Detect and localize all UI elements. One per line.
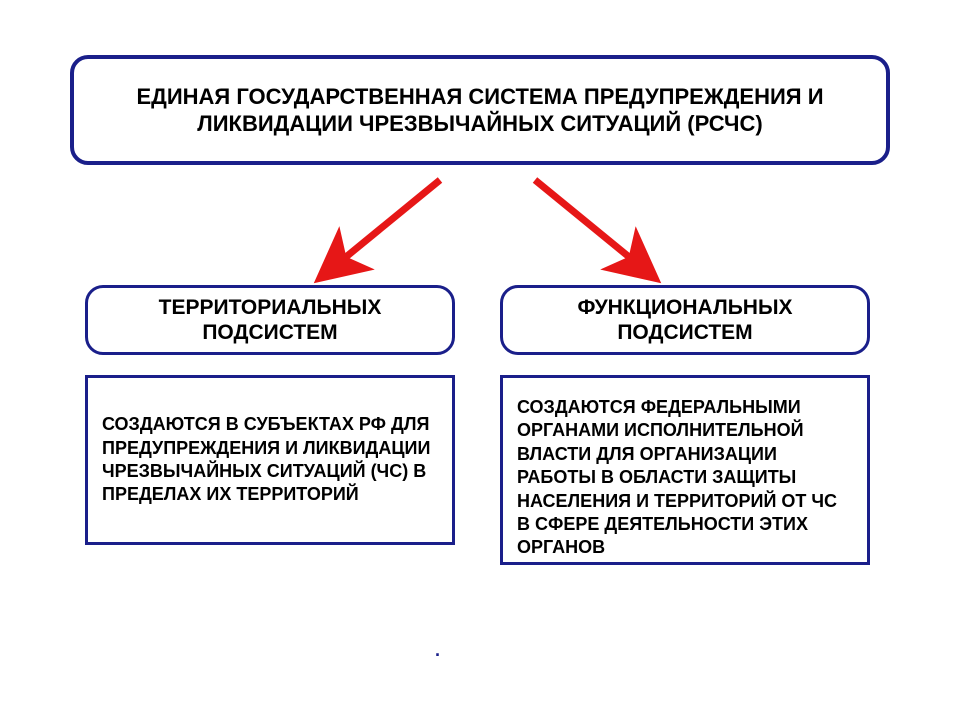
right-description-node: СОЗДАЮТСЯ ФЕДЕРАЛЬНЫМИ ОРГАНАМИ ИСПОЛНИТ… bbox=[500, 375, 870, 565]
diagram-canvas: ЕДИНАЯ ГОСУДАРСТВЕННАЯ СИСТЕМА ПРЕДУПРЕЖ… bbox=[0, 0, 960, 720]
arrow-right bbox=[535, 180, 645, 270]
right-subsystem-label: ФУНКЦИОНАЛЬНЫХ ПОДСИСТЕМ bbox=[513, 295, 857, 345]
right-description-text: СОЗДАЮТСЯ ФЕДЕРАЛЬНЫМИ ОРГАНАМИ ИСПОЛНИТ… bbox=[517, 397, 837, 557]
arrow-left bbox=[330, 180, 440, 270]
left-description-text: СОЗДАЮТСЯ В СУБЪЕКТАХ РФ ДЛЯ ПРЕДУПРЕЖДЕ… bbox=[102, 413, 438, 507]
root-node: ЕДИНАЯ ГОСУДАРСТВЕННАЯ СИСТЕМА ПРЕДУПРЕЖ… bbox=[70, 55, 890, 165]
right-subsystem-node: ФУНКЦИОНАЛЬНЫХ ПОДСИСТЕМ bbox=[500, 285, 870, 355]
root-node-label: ЕДИНАЯ ГОСУДАРСТВЕННАЯ СИСТЕМА ПРЕДУПРЕЖ… bbox=[94, 83, 866, 138]
left-description-node: СОЗДАЮТСЯ В СУБЪЕКТАХ РФ ДЛЯ ПРЕДУПРЕЖДЕ… bbox=[85, 375, 455, 545]
footer-dot: . bbox=[435, 640, 440, 661]
left-subsystem-node: ТЕРРИТОРИАЛЬНЫХ ПОДСИСТЕМ bbox=[85, 285, 455, 355]
left-subsystem-label: ТЕРРИТОРИАЛЬНЫХ ПОДСИСТЕМ bbox=[98, 295, 442, 345]
